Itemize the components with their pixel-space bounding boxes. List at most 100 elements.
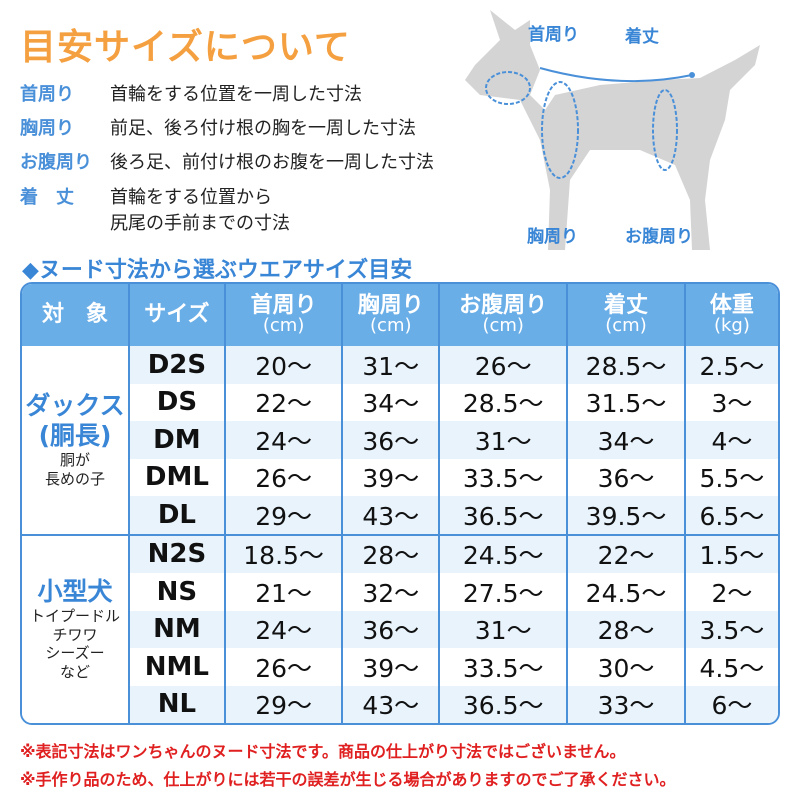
group-label: 小型犬 トイプードル チワワ シーズー など [22,533,130,723]
value-cell: 31～ [440,610,569,648]
page-title: 目安サイズについて [20,27,351,68]
value-cell: 28～ [568,610,686,648]
size-cell: NL [130,685,226,723]
value-cell: 34～ [343,383,441,421]
value-cell: 26～ [226,458,344,496]
value-cell: 33.5～ [440,458,569,496]
size-cell: N2S [130,533,226,573]
size-cell: DML [130,458,226,496]
column-header: 首周り (cm) [225,284,344,346]
value-cell: 24～ [225,610,344,648]
value-cell: 39～ [343,648,441,686]
value-cell: 6.5～ [685,496,778,534]
size-cell: NS [130,573,226,611]
value-cell: 34～ [568,421,686,459]
table-row: DL 29～ 43～ 36.5～ 39.5～ 6.5～ [22,496,778,534]
value-cell: 36.5～ [440,496,569,534]
table-row: ダックス (胴長) 胴が 長めの子 D2S 20～ 31～ 26～ 28.5～ 2.5～ [22,346,778,534]
value-cell: 2～ [711,578,753,608]
value-cell: 18.5～ [225,533,344,573]
value-cell: 31～ [440,421,569,459]
value-cell: 33.5～ [440,648,569,686]
column-header: 対 象 [22,284,130,346]
value-cell: 29～ [225,496,344,534]
size-cell: NML [130,648,226,686]
value-cell: 4～ [685,421,778,459]
column-header: 体重 (kg) [685,284,778,346]
definition-3: 着 丈 首輪をする位置から 尻尾の手前までの寸法 [20,183,290,234]
definition-term: お腹周り [20,152,92,173]
value-cell: 2.5～ [685,346,778,384]
definition-desc: 首輪をする位置から 尻尾の手前までの寸法 [110,187,290,234]
column-header: サイズ [130,284,226,346]
dog-label-length: 着丈 [625,27,659,47]
value-cell: 1.5～ [685,533,778,573]
group-label: ダックス (胴長) 胴が 長めの子 [22,346,130,534]
table-row: NL 29～ 43～ 36.5～ 33～ 6～ [22,685,778,723]
table-row: NS 21～ 32～ 27.5～ 24.5～ 2～ [22,573,778,611]
value-cell: 36～ [568,458,686,496]
value-cell: 39.5～ [568,496,686,534]
size-cell: DM [130,421,226,459]
dog-label-chest: 胸周り [527,227,578,247]
value-cell: 36.5～ [440,685,569,723]
value-cell: 20～ [225,346,344,384]
value-cell: 27.5～ [440,573,569,611]
value-cell: 39～ [343,458,441,496]
value-cell: 26～ [440,346,569,384]
table-row: NML 26～ 39～ 33.5～ 30～ 4.5～ [22,648,778,686]
column-header: 胸周り (cm) [343,284,441,346]
value-cell: 24.5～ [568,573,686,611]
value-cell: 28～ [343,533,441,573]
definition-2: お腹周り 後ろ足、前付け根のお腹を一周した寸法 [20,148,434,174]
value-cell: 36～ [343,610,441,648]
table-row: DML 26～ 39～ 33.5～ 36～ 5.5～ [22,458,778,496]
table-row: 小型犬 トイプードル チワワ シーズー など N2S 18.5～ 28～ 24.5～ 22～ 1.5… [22,533,778,723]
note-2: ※手作り品のため、仕上がりには若干の誤差が生じる場合がありますのでご了承ください… [20,770,676,789]
value-cell: 36～ [343,421,441,459]
size-cell: D2S [130,346,226,384]
note-1: ※表記寸法はワンちゃんのヌード寸法です。商品の仕上がり寸法ではございません。 [20,742,626,761]
size-cell: DL [130,496,226,534]
size-cell: NM [130,610,226,648]
value-cell: 43～ [343,685,441,723]
value-cell: 5.5～ [699,464,765,494]
value-cell: 33～ [568,685,686,723]
column-header: 着丈 (cm) [568,284,686,346]
definition-desc: 首輪をする位置を一周した寸法 [110,84,362,105]
value-cell: 3.5～ [685,610,778,648]
value-cell: 24～ [225,421,344,459]
column-header: お腹周り (cm) [440,284,569,346]
dog-label-neck: 首周り [528,25,579,45]
value-cell: 22～ [568,533,686,573]
value-cell: 4.5～ [699,653,765,683]
value-cell: 32～ [343,573,441,611]
value-cell: 28.5～ [568,346,686,384]
section-subtitle: ◆ヌード寸法から選ぶウエアサイズ目安 [22,258,413,283]
dog-label-belly: お腹周り [625,227,693,247]
definition-desc: 後ろ足、前付け根のお腹を一周した寸法 [110,152,434,173]
size-table: 対 象サイズ 首周り (cm) 胸周り (cm) お腹周り (cm) 着丈 (cm) 体重 (kg)… [20,282,780,725]
dog-silhouette [465,10,760,250]
definition-term: 首周り [20,84,74,105]
value-cell: 29～ [225,685,344,723]
table-row: DM 24～ 36～ 31～ 34～ 4～ [22,421,778,459]
definition-1: 胸周り 前足、後ろ付け根の胸を一周した寸法 [20,114,416,140]
table-row: DS 22～ 34～ 28.5～ 31.5～ 3～ [22,383,778,421]
value-cell: 24.5～ [440,533,569,573]
size-cell: DS [130,383,226,421]
value-cell: 6～ [685,685,778,723]
value-cell: 31.5～ [568,383,686,421]
value-cell: 30～ [568,648,686,686]
value-cell: 43～ [343,496,441,534]
table-row: NM 24～ 36～ 31～ 28～ 3.5～ [22,610,778,648]
definition-desc: 前足、後ろ付け根の胸を一周した寸法 [110,118,416,139]
definition-term: 胸周り [20,118,74,139]
value-cell: 3～ [711,389,753,419]
dog-illustration [465,10,760,250]
value-cell: 31～ [343,346,441,384]
value-cell: 22～ [226,383,344,421]
value-cell: 28.5～ [440,383,569,421]
value-cell: 21～ [226,573,344,611]
